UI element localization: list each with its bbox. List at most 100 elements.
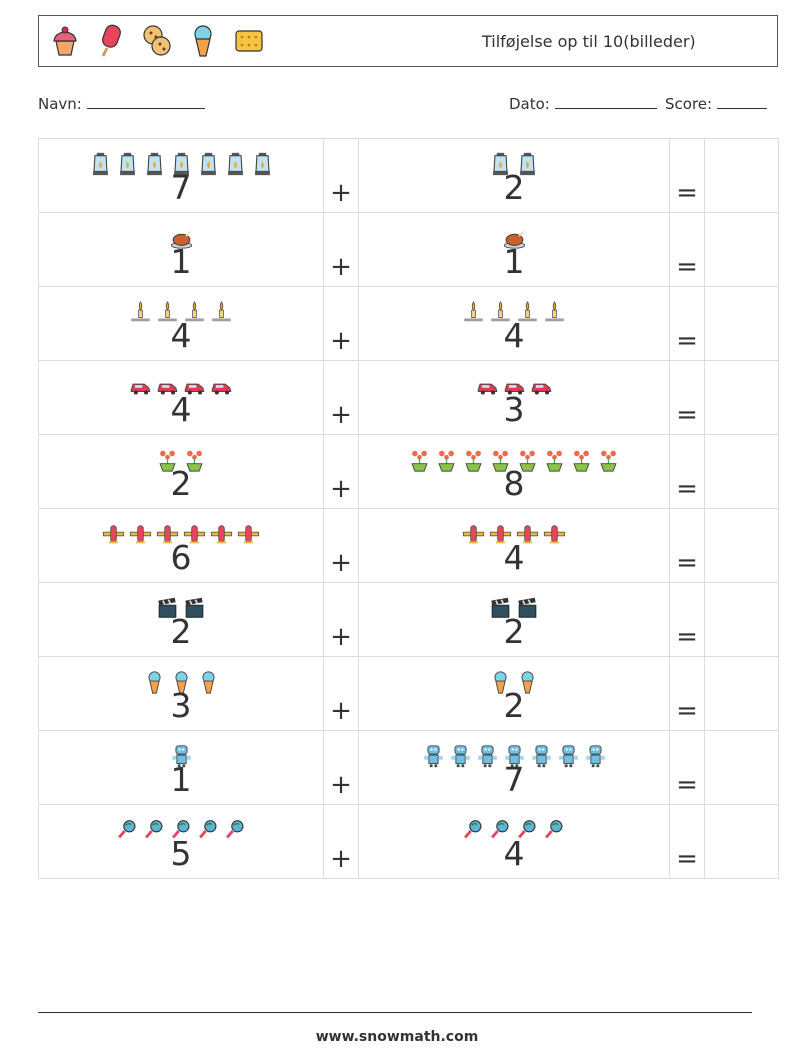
robot-icon [503, 743, 526, 773]
candle-icon [129, 299, 152, 329]
flower-pot-icon [462, 447, 485, 477]
problem-row: 3 +2 = [38, 656, 779, 731]
right-icon-group [359, 447, 669, 477]
plus-sign: + [330, 252, 352, 282]
answer-box[interactable] [704, 656, 779, 731]
left-operand-number: 4 [170, 316, 192, 355]
header-icons [47, 22, 267, 58]
equals-sign: = [676, 622, 698, 652]
clapperboard-icon [183, 595, 206, 625]
car-icon [129, 373, 152, 403]
answer-box[interactable] [704, 286, 779, 361]
car-icon [530, 373, 553, 403]
equals-cell: = [669, 360, 705, 435]
answer-box[interactable] [704, 508, 779, 583]
right-operand-cell: 1 [358, 212, 670, 287]
plus-sign: + [330, 474, 352, 504]
worksheet-header: Tilføjelse op til 10(billeder) [38, 15, 778, 67]
popsicle-icon [101, 24, 121, 57]
left-operand-cell: 5 [38, 804, 324, 879]
right-operand-number: 8 [503, 464, 525, 503]
airplane-icon [543, 521, 566, 551]
exercise-table: 7 +2 = 1 +1 = 4 +4 = 4 +3 = 2 +8 = 6 +4 = 2 +2 = 3 +2 = 1 +7 = 5 +4 = [38, 138, 779, 879]
answer-box[interactable] [704, 804, 779, 879]
magnifier-icon [462, 817, 485, 847]
clapperboard-icon [156, 595, 179, 625]
lantern-icon [516, 151, 539, 181]
date-field[interactable]: Dato: [509, 94, 657, 113]
airplane-icon [183, 521, 206, 551]
left-operand-cell: 7 [38, 138, 324, 213]
robot-icon [530, 743, 553, 773]
score-label: Score: [665, 95, 713, 113]
left-operand-number: 5 [170, 834, 192, 873]
left-icon-group [39, 743, 323, 773]
problem-row: 6 +4 = [38, 508, 779, 583]
robot-icon [449, 743, 472, 773]
airplane-icon [516, 521, 539, 551]
problem-row: 1 +1 = [38, 212, 779, 287]
roast-turkey-icon [170, 225, 193, 255]
robot-icon [584, 743, 607, 773]
robot-icon [476, 743, 499, 773]
plus-sign: + [330, 326, 352, 356]
plus-sign: + [330, 770, 352, 800]
left-operand-cell: 1 [38, 212, 324, 287]
candle-icon [543, 299, 566, 329]
left-operand-number: 2 [170, 464, 192, 503]
flower-pot-icon [516, 447, 539, 477]
left-icon-group [39, 447, 323, 477]
robot-icon [557, 743, 580, 773]
plus-cell: + [323, 212, 359, 287]
name-field[interactable]: Navn: [38, 94, 205, 113]
problem-row: 5 +4 = [38, 804, 779, 879]
lantern-icon [89, 151, 112, 181]
date-blank[interactable] [554, 94, 657, 109]
right-operand-number: 2 [503, 168, 525, 207]
answer-box[interactable] [704, 434, 779, 509]
name-blank[interactable] [86, 94, 205, 109]
car-icon [503, 373, 526, 403]
problem-row: 1 +7 = [38, 730, 779, 805]
robot-icon [170, 743, 193, 773]
lantern-icon [170, 151, 193, 181]
left-operand-cell: 1 [38, 730, 324, 805]
plus-sign: + [330, 400, 352, 430]
lantern-icon [224, 151, 247, 181]
answer-box[interactable] [704, 582, 779, 657]
lantern-icon [251, 151, 274, 181]
left-operand-number: 2 [170, 612, 192, 651]
equals-sign: = [676, 326, 698, 356]
score-field[interactable]: Score: [665, 94, 767, 113]
airplane-icon [129, 521, 152, 551]
magnifier-icon [543, 817, 566, 847]
magnifier-icon [116, 817, 139, 847]
car-icon [476, 373, 499, 403]
airplane-icon [102, 521, 125, 551]
worksheet-title: Tilføjelse op til 10(billeder) [482, 32, 696, 51]
right-icon-group [359, 743, 669, 773]
equals-sign: = [676, 252, 698, 282]
answer-box[interactable] [704, 138, 779, 213]
right-operand-number: 1 [503, 242, 525, 281]
left-operand-number: 1 [170, 242, 192, 281]
right-operand-number: 4 [503, 834, 525, 873]
footer-url[interactable]: www.snowmath.com [315, 1029, 479, 1045]
right-operand-number: 2 [503, 686, 525, 725]
magnifier-icon [143, 817, 166, 847]
plus-cell: + [323, 434, 359, 509]
right-operand-cell: 3 [358, 360, 670, 435]
ice-cream-cone-icon [489, 669, 512, 699]
score-blank[interactable] [716, 94, 767, 109]
answer-box[interactable] [704, 360, 779, 435]
left-operand-number: 6 [170, 538, 192, 577]
answer-box[interactable] [704, 730, 779, 805]
magnifier-icon [489, 817, 512, 847]
flower-pot-icon [543, 447, 566, 477]
answer-box[interactable] [704, 212, 779, 287]
candle-icon [210, 299, 233, 329]
flower-pot-icon [156, 447, 179, 477]
left-operand-cell: 4 [38, 360, 324, 435]
equals-cell: = [669, 434, 705, 509]
candle-icon [462, 299, 485, 329]
